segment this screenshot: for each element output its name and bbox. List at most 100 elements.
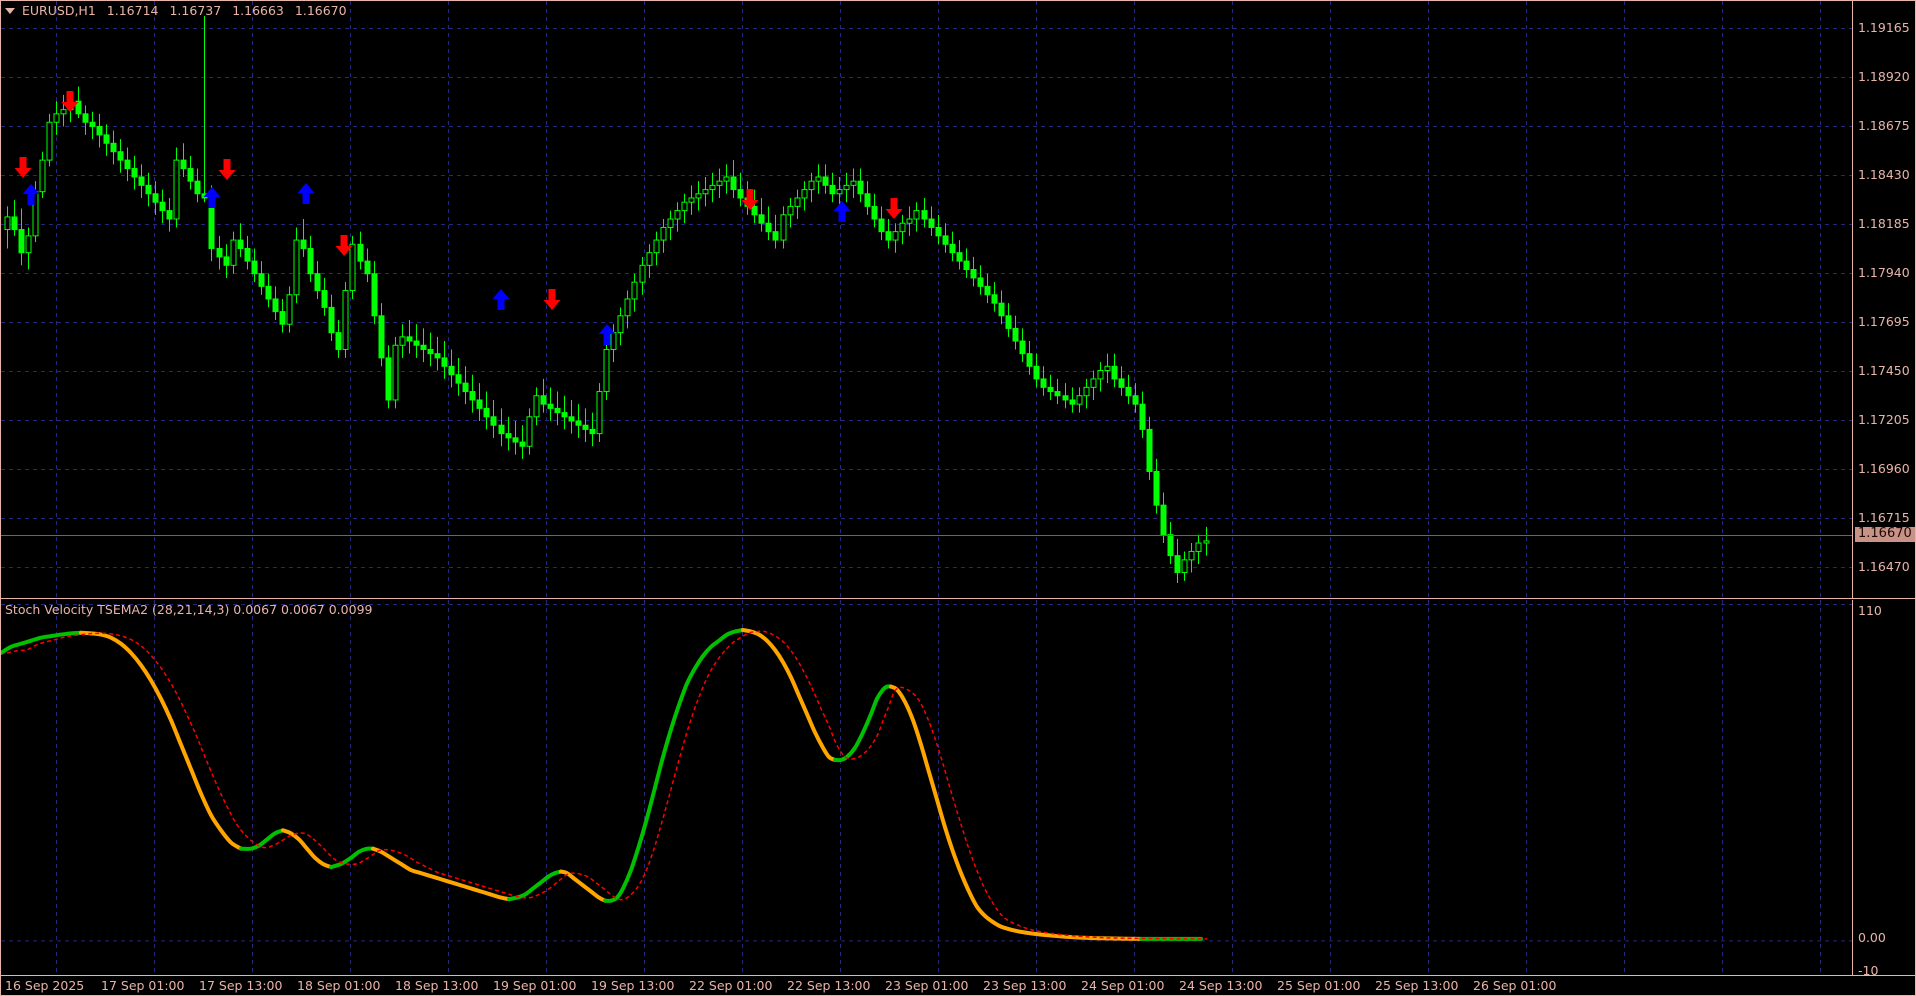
price-chart-pane[interactable] xyxy=(1,1,1852,598)
candle-body xyxy=(483,407,490,418)
candle-body xyxy=(53,113,60,123)
candle-body xyxy=(906,218,913,224)
indicator-segment-down xyxy=(79,630,243,851)
candle-body xyxy=(765,222,772,233)
indicator-pane[interactable] xyxy=(1,600,1852,975)
candle-body xyxy=(364,260,371,275)
buy-arrow-stem xyxy=(838,211,846,222)
price-axis-label: 1.16470 xyxy=(1858,559,1910,574)
candle-body xyxy=(498,424,505,435)
candle-body xyxy=(554,407,561,414)
candle-body xyxy=(272,298,279,313)
ohlc-open: 1.16714 xyxy=(106,3,159,18)
candle-body xyxy=(385,357,392,401)
indicator-segment-up xyxy=(833,684,893,763)
candle-body xyxy=(462,382,469,393)
buy-arrow-stem xyxy=(302,193,310,204)
candle-body xyxy=(1033,365,1040,380)
candle-body xyxy=(216,247,223,258)
time-axis[interactable]: 16 Sep 2025 17 Sep 01:00 17 Sep 13:00 18 Se… xyxy=(1,975,1916,996)
candle-body xyxy=(603,348,610,393)
indicator-segment-down xyxy=(889,684,1143,941)
candle-body xyxy=(1076,395,1083,405)
candle-body xyxy=(1139,403,1146,430)
candle-body xyxy=(357,243,364,262)
candle-body xyxy=(737,189,744,199)
candle-body xyxy=(46,121,53,161)
candle-body xyxy=(815,176,822,182)
price-axis-label: 1.17695 xyxy=(1858,314,1910,329)
candle-body xyxy=(836,189,843,195)
candle-body xyxy=(730,176,737,191)
candle-body xyxy=(610,332,617,350)
candle-body xyxy=(1097,370,1104,380)
candle-body xyxy=(441,357,448,367)
candle-body xyxy=(117,151,124,161)
indicator-axis-label: 0.00 xyxy=(1858,930,1886,945)
indicator-segment-up xyxy=(1,630,83,655)
pane-divider[interactable] xyxy=(1,598,1916,599)
candle-body xyxy=(145,184,152,195)
candle-body xyxy=(413,340,420,346)
triangle-down-icon[interactable] xyxy=(5,7,15,14)
candle-body xyxy=(991,294,998,304)
buy-arrow-stem xyxy=(208,197,216,208)
candle-body xyxy=(18,229,25,254)
candle-body xyxy=(617,315,624,334)
candle-body xyxy=(1054,391,1061,397)
candle-body xyxy=(913,210,920,220)
candle-body xyxy=(1195,542,1202,552)
candle-body xyxy=(131,168,138,178)
candle-body xyxy=(223,256,230,266)
indicator-segment-up xyxy=(329,846,375,870)
candle-body xyxy=(166,210,173,220)
candle-body xyxy=(829,184,836,195)
candle-body xyxy=(89,121,96,127)
candle-body xyxy=(82,113,89,123)
time-axis-label: 17 Sep 01:00 xyxy=(101,978,185,993)
candle-body xyxy=(843,184,850,191)
candle-body xyxy=(1012,327,1019,342)
sell-arrow-head xyxy=(543,300,561,310)
candle-body xyxy=(631,281,638,300)
candle-body xyxy=(392,344,399,401)
candle-body xyxy=(476,399,483,409)
candle-body xyxy=(1146,428,1153,472)
indicator-axis-label: 110 xyxy=(1858,603,1882,618)
indicator-axis[interactable]: 110 0.00 -10 xyxy=(1852,600,1916,978)
candle-body xyxy=(194,180,201,195)
price-chart-canvas xyxy=(1,1,1852,598)
candle-body xyxy=(251,260,258,275)
candle-body xyxy=(307,247,314,275)
buy-arrow-head xyxy=(492,289,510,299)
candle-body xyxy=(490,416,497,426)
indicator-grid xyxy=(1,600,1852,975)
candle-body xyxy=(533,395,540,418)
candle-body xyxy=(321,290,328,308)
candle-body xyxy=(653,239,660,254)
candle-body xyxy=(420,344,427,350)
indicator-segment-up xyxy=(507,869,563,902)
time-axis-label: 22 Sep 01:00 xyxy=(689,978,773,993)
current-price-label[interactable]: 1.16670 xyxy=(1855,527,1915,542)
indicator-segment-down xyxy=(371,846,511,902)
price-axis[interactable]: 1.19165 1.18920 1.18675 1.18430 1.18185 1.179… xyxy=(1852,1,1916,598)
candle-body xyxy=(772,231,779,241)
indicator-label[interactable]: Stoch Velocity TSEMA2 (28,21,14,3) 0.006… xyxy=(5,602,373,617)
sell-arrow-stem xyxy=(340,235,348,246)
candle-body xyxy=(808,180,815,191)
candle-body xyxy=(780,214,787,241)
time-axis-label: 26 Sep 01:00 xyxy=(1473,978,1557,993)
candle-body xyxy=(328,306,335,334)
candle-body xyxy=(39,159,46,193)
candle-body xyxy=(540,395,547,405)
candle-body xyxy=(138,176,145,186)
candle-body xyxy=(984,285,991,296)
candle-body xyxy=(885,231,892,241)
candle-body xyxy=(371,273,378,317)
candle-body xyxy=(1203,540,1210,544)
candle-body xyxy=(258,273,265,287)
candle-body xyxy=(187,168,194,182)
price-axis-divider xyxy=(1852,1,1853,598)
